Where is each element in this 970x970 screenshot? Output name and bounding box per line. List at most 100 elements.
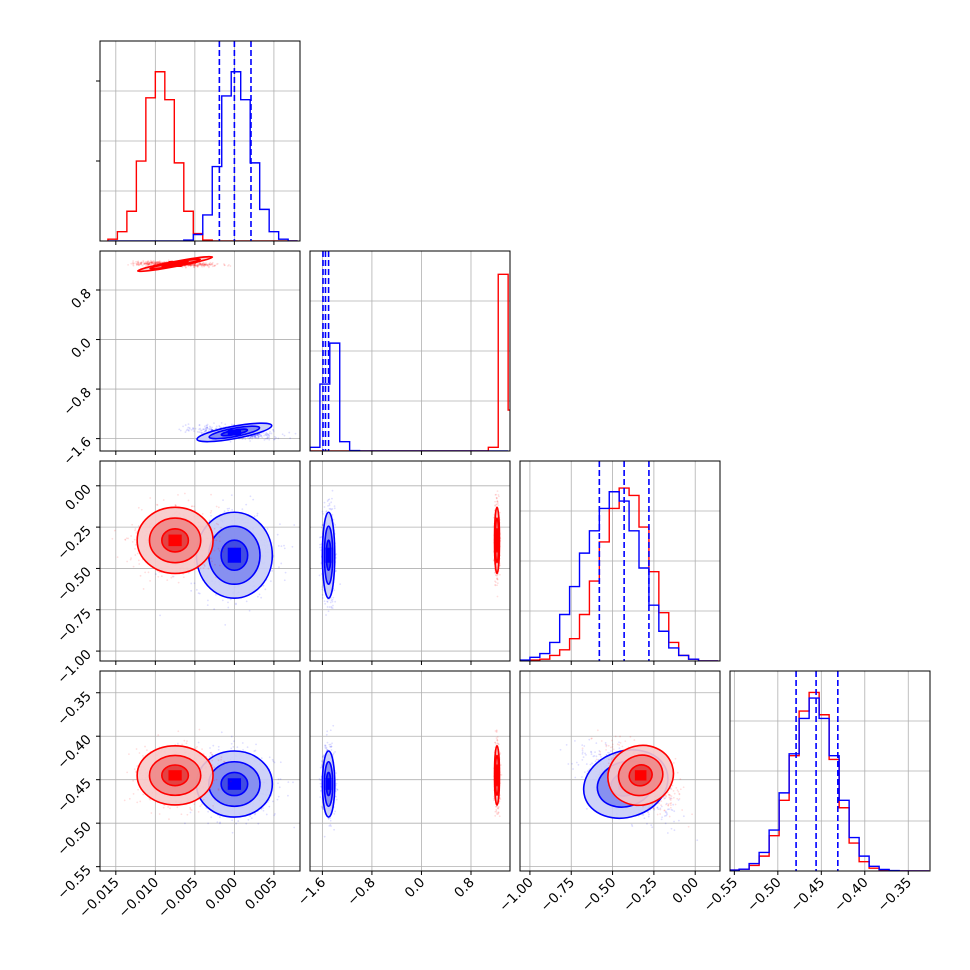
scatter-point — [136, 263, 138, 266]
scatter-point — [185, 429, 188, 432]
scatter-point — [152, 260, 155, 263]
scatter-point — [287, 781, 290, 784]
scatter-point — [293, 524, 296, 526]
scatter-point — [249, 440, 251, 442]
scatter-point — [262, 809, 265, 812]
scatter-point — [191, 263, 194, 266]
scatter-point — [170, 576, 173, 579]
scatter-point — [271, 569, 274, 572]
scatter-point — [204, 429, 207, 432]
scatter-point — [174, 504, 177, 507]
scatter-point — [208, 265, 210, 268]
scatter-point — [205, 424, 208, 427]
scatter-point — [326, 600, 329, 603]
scatter-point — [277, 782, 279, 785]
scatter-point — [332, 604, 334, 607]
scatter-point — [267, 436, 269, 439]
scatter-point — [142, 260, 145, 263]
scatter-point — [231, 819, 234, 822]
scatter-point — [323, 600, 326, 603]
scatter-point — [208, 263, 211, 266]
scatter-point — [208, 425, 211, 428]
scatter-point — [135, 260, 137, 263]
scatter-point — [190, 582, 193, 585]
scatter-point — [193, 266, 196, 269]
scatter-point — [289, 437, 292, 440]
scatter-point — [272, 760, 275, 763]
scatter-point — [199, 429, 202, 432]
scatter-point — [202, 428, 205, 431]
blue-contour-1 — [208, 425, 261, 440]
scatter-point — [124, 538, 127, 541]
scatter-point — [206, 427, 209, 430]
scatter-point — [186, 428, 189, 431]
scatter-point — [157, 260, 160, 263]
scatter-point — [227, 606, 230, 609]
scatter-point — [193, 264, 195, 267]
scatter-point — [319, 536, 322, 539]
scatter-point — [151, 261, 153, 264]
scatter-point — [155, 262, 157, 264]
scatter-point — [160, 575, 163, 578]
scatter-point — [249, 437, 251, 440]
scatter-point — [194, 264, 197, 266]
scatter-point — [143, 263, 146, 265]
scatter-point — [256, 433, 259, 436]
scatter-point — [227, 264, 229, 267]
scatter-point — [211, 262, 213, 265]
scatter-point — [171, 575, 174, 578]
scatter-point — [150, 262, 153, 265]
scatter-point — [148, 261, 151, 264]
scatter-point — [230, 747, 233, 750]
scatter-point — [209, 747, 211, 749]
scatter-point — [330, 606, 333, 609]
scatter-point — [253, 436, 256, 439]
histogram-body — [520, 461, 719, 661]
scatter-point — [192, 427, 195, 430]
scatter-point — [137, 261, 140, 264]
blue-contour-2 — [220, 428, 249, 437]
scatter-point — [137, 525, 140, 527]
scatter-point — [260, 434, 263, 437]
scatter-point — [216, 262, 219, 265]
scatter-point — [142, 263, 145, 265]
scatter-point — [326, 606, 329, 608]
scatter-point — [198, 431, 201, 433]
scatter-point — [211, 560, 213, 563]
scatter-point — [223, 510, 226, 513]
scatter-panel-0-2 — [96, 460, 301, 665]
scatter-point — [331, 489, 334, 492]
scatter-point — [146, 262, 148, 265]
scatter-point — [156, 262, 159, 265]
scatter-point — [215, 505, 218, 508]
scatter-point — [203, 263, 206, 266]
red-density-peak — [168, 261, 182, 268]
scatter-point — [131, 262, 134, 264]
scatter-point — [193, 264, 196, 266]
red-contour-2 — [161, 260, 189, 268]
scatter-body — [123, 728, 296, 834]
scatter-point — [269, 580, 272, 583]
scatter-point — [193, 263, 196, 266]
scatter-point — [260, 596, 263, 599]
scatter-point — [498, 573, 501, 576]
scatter-point — [206, 426, 208, 429]
scatter-point — [157, 261, 160, 264]
scatter-point — [137, 261, 140, 264]
scatter-point — [269, 430, 271, 433]
scatter-point — [268, 438, 271, 441]
scatter-point — [148, 262, 151, 265]
scatter-point — [267, 434, 270, 436]
scatter-point — [111, 537, 114, 540]
scatter-point — [254, 435, 256, 438]
scatter-point — [156, 262, 159, 265]
scatter-point — [251, 437, 254, 440]
scatter-point — [187, 429, 190, 432]
scatter-point — [189, 264, 192, 267]
scatter-point — [148, 262, 151, 265]
scatter-point — [217, 547, 220, 550]
scatter-point — [224, 423, 227, 426]
scatter-point — [152, 263, 155, 266]
scatter-point — [258, 593, 261, 596]
scatter-point — [203, 563, 206, 566]
